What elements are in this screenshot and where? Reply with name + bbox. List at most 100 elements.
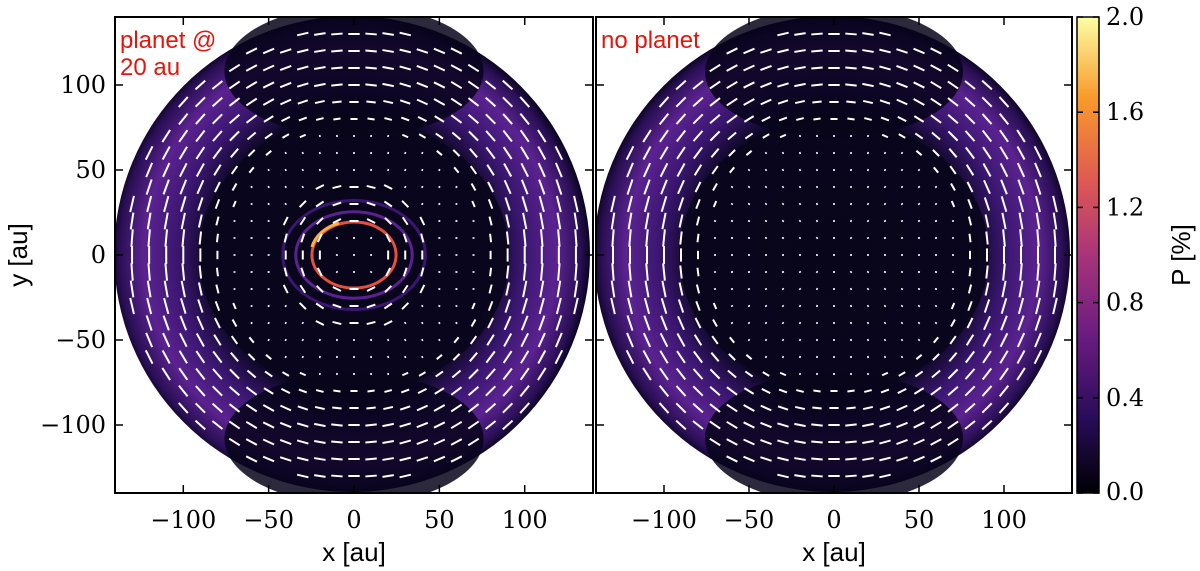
polarization-vector	[913, 455, 925, 463]
polarization-vector	[228, 63, 241, 73]
polarization-vector	[981, 113, 993, 125]
polarization-vector	[913, 438, 925, 446]
polarization-vector	[1017, 315, 1025, 331]
polarization-vector	[404, 151, 407, 155]
polarization-vector	[399, 99, 411, 105]
polarization-vector	[964, 80, 976, 90]
polarization-vector	[144, 145, 154, 161]
polarization-vector	[279, 48, 292, 54]
outer-gap-ring	[281, 199, 427, 311]
polarization-vector	[419, 216, 426, 226]
polarization-vector	[279, 421, 292, 429]
polarization-vector	[365, 83, 377, 87]
polarization-vector	[246, 369, 257, 379]
polarization-vector	[129, 212, 135, 230]
polarization-vector	[365, 49, 377, 53]
polarization-vector	[777, 473, 789, 479]
polarization-vector	[502, 419, 514, 431]
polarization-vector	[382, 65, 394, 71]
polarization-vector	[245, 420, 258, 430]
polarization-vector	[366, 201, 376, 207]
polarization-vector	[862, 474, 874, 478]
polarization-vector	[947, 113, 959, 125]
polarization-vector	[399, 422, 412, 428]
polarization-vector	[1000, 196, 1008, 212]
polarization-vector	[505, 282, 511, 296]
polarization-vector	[418, 133, 426, 139]
polarization-vector	[418, 371, 426, 377]
polarization-vector	[864, 389, 872, 393]
polarization-vector	[366, 184, 376, 190]
polarization-vector	[880, 388, 890, 394]
polarization-vector	[179, 162, 188, 178]
polarization-vector	[883, 355, 887, 359]
polarization-vector	[709, 437, 721, 447]
polarization-vector	[366, 286, 376, 292]
polarization-vector	[520, 146, 530, 160]
polarization-vector	[947, 97, 959, 107]
polarization-vector	[913, 47, 925, 55]
polarization-vector	[537, 146, 547, 160]
polarization-vector	[675, 385, 687, 397]
polarization-vector	[522, 280, 528, 298]
x-tick-label: 100	[981, 506, 1027, 534]
polarization-vector	[862, 405, 874, 411]
polarization-vector	[679, 265, 683, 279]
polarization-vector	[314, 99, 325, 105]
polarization-vector	[726, 114, 738, 124]
polarization-vector	[626, 315, 634, 331]
polarization-vector	[161, 367, 171, 381]
polarization-vector	[366, 320, 376, 326]
polarization-vector	[743, 64, 755, 72]
polarization-vector	[761, 115, 771, 123]
polarization-vector	[129, 195, 135, 213]
polarization-vector	[862, 439, 874, 445]
polarization-vector	[794, 439, 806, 445]
polarization-vector	[964, 130, 976, 142]
polarization-vector	[709, 385, 721, 397]
polarization-vector	[469, 335, 478, 345]
polarization-vector	[214, 181, 221, 193]
polarization-vector	[162, 332, 171, 348]
polarization-vector	[675, 402, 687, 414]
polarization-vector	[777, 439, 789, 445]
polarization-vector	[265, 150, 272, 156]
polarization-vector	[296, 422, 309, 428]
polarization-vector	[399, 65, 412, 71]
polarization-vector	[866, 151, 870, 155]
polarization-vector	[947, 385, 959, 397]
polarization-vector	[450, 114, 463, 124]
polarization-vector	[333, 117, 341, 121]
polarization-vector	[519, 384, 530, 398]
polarization-vector	[642, 146, 652, 160]
polarization-vector	[726, 64, 738, 72]
polarization-vector	[709, 130, 721, 142]
polarization-vector	[299, 216, 307, 226]
polarization-vector	[301, 321, 305, 325]
polarization-vector	[781, 168, 785, 172]
polarization-vector	[900, 151, 904, 155]
polarization-vector	[1035, 297, 1041, 315]
polarization-vector	[897, 387, 907, 395]
polarization-vector	[930, 80, 942, 90]
polarization-vector	[709, 368, 721, 380]
polarization-vector	[747, 321, 751, 325]
polarization-vector	[195, 146, 206, 160]
polarization-vector	[401, 133, 409, 139]
polarization-vector	[1017, 195, 1025, 213]
polarization-vector	[883, 338, 887, 342]
polarization-vector	[215, 267, 219, 277]
polarization-vector	[693, 164, 703, 176]
polarization-vector	[296, 439, 309, 445]
polarization-vector	[180, 212, 186, 230]
polarization-vector	[267, 185, 270, 189]
polarization-vector	[245, 386, 258, 396]
polarization-vector	[950, 200, 956, 208]
colorbar-ticks: 2.0 1.6 1.2 0.8 0.4 0.0	[1077, 3, 1144, 506]
polarization-vector	[520, 350, 530, 364]
polarization-vector	[450, 47, 463, 55]
polarization-vector	[1036, 263, 1040, 281]
polarization-vector	[712, 302, 718, 310]
polarization-vector	[298, 302, 307, 310]
polarization-vector	[215, 216, 220, 226]
